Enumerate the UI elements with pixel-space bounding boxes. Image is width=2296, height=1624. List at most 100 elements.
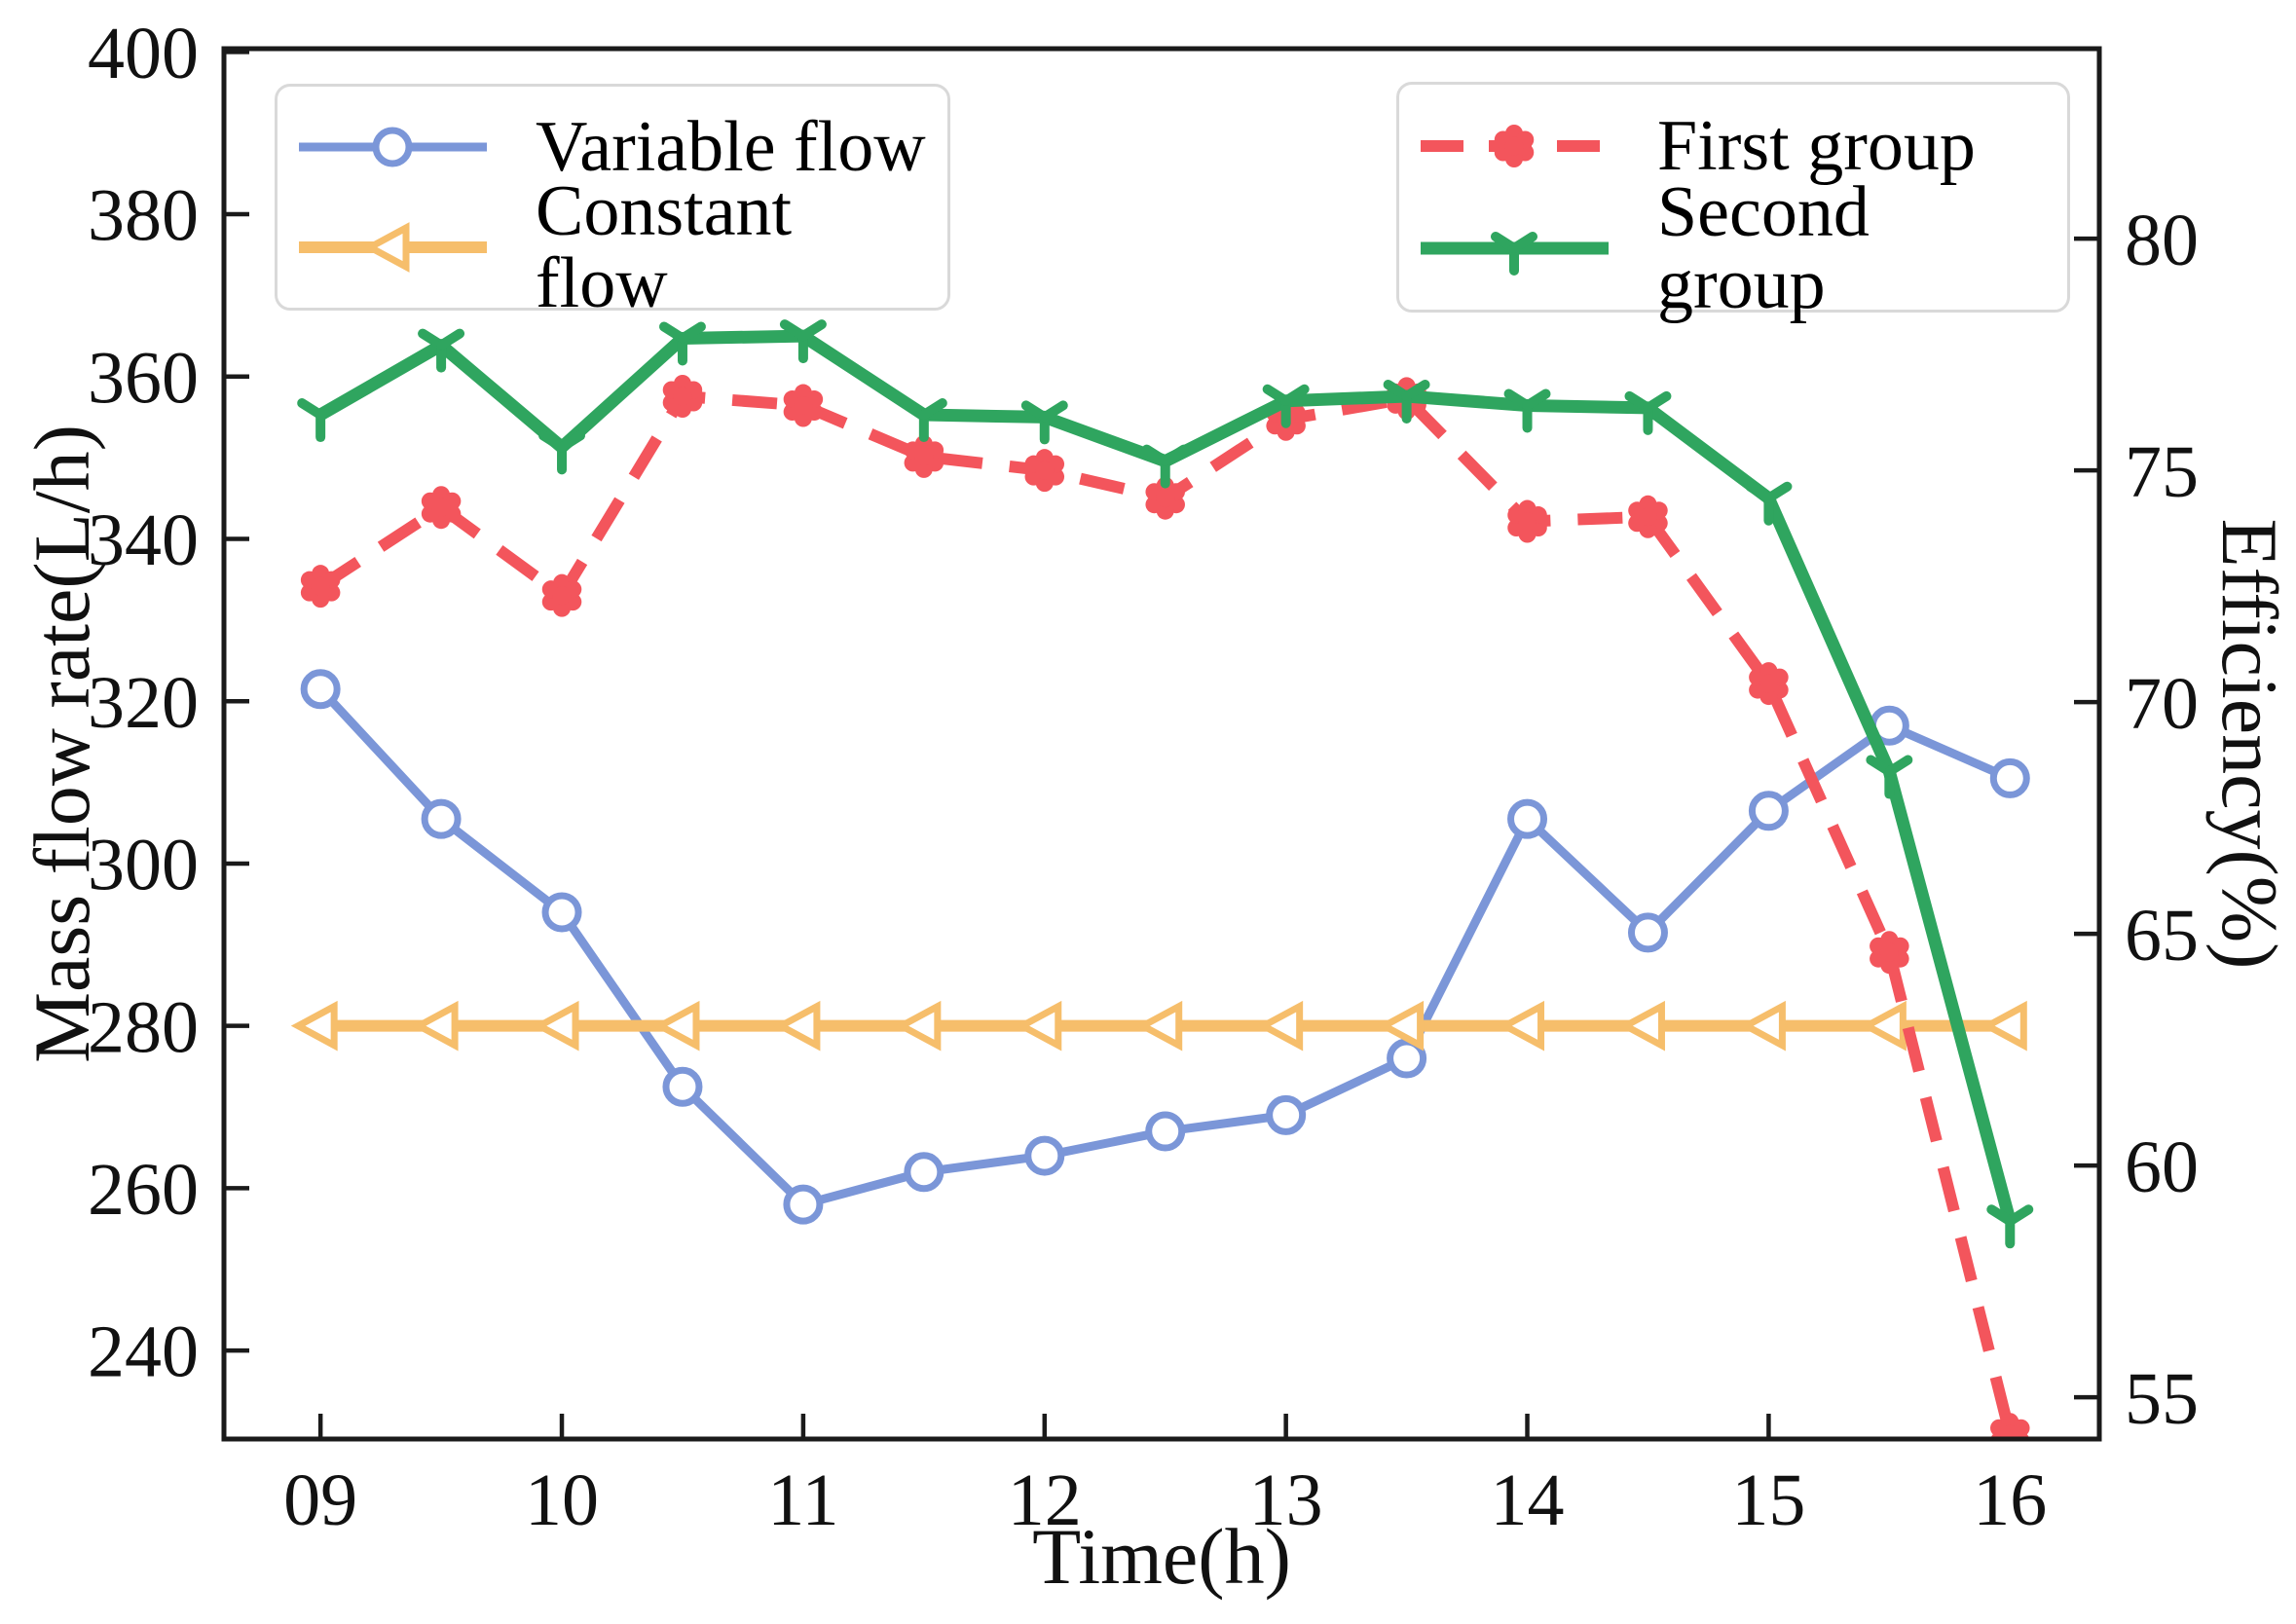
legend-group-series: First group Second group xyxy=(1396,82,2070,320)
x-tick-label: 13 xyxy=(1249,1459,1323,1541)
x-tick-label: 14 xyxy=(1491,1459,1565,1541)
left-tick-label: 260 xyxy=(88,1149,199,1231)
legend-label-second-group: Second group xyxy=(1657,172,1870,325)
x-axis-title: Time(h) xyxy=(1032,1512,1291,1601)
data-point-marker xyxy=(1135,1000,1183,1052)
x-tick-label: 11 xyxy=(767,1459,838,1541)
data-point-marker xyxy=(1266,1094,1307,1135)
legend-flow-series: Variable flow Constant flow xyxy=(275,84,950,319)
legend-sample-second-group-icon xyxy=(1421,232,1609,277)
data-point-marker xyxy=(1980,1000,2027,1052)
data-point-marker xyxy=(1503,388,1551,433)
data-point-marker xyxy=(418,328,465,373)
right-tick-label: 80 xyxy=(2125,200,2199,281)
data-point-marker xyxy=(538,430,586,475)
plot-border xyxy=(221,46,2102,1442)
data-point-marker xyxy=(783,384,824,427)
left-tick-label: 240 xyxy=(88,1311,199,1393)
data-point-marker xyxy=(1015,1000,1062,1052)
x-tick-label: 09 xyxy=(283,1459,357,1541)
data-point-marker xyxy=(900,398,947,443)
data-point-marker xyxy=(1624,390,1672,435)
data-point-marker xyxy=(421,486,462,530)
left-tick-label: 320 xyxy=(88,662,199,744)
data-point-marker xyxy=(1866,755,1913,799)
data-point-marker xyxy=(300,669,341,710)
data-point-marker xyxy=(662,1066,703,1107)
legend-label-variable-flow: Variable flow xyxy=(536,106,926,187)
legend-entry-second-group: Second group xyxy=(1415,176,2052,320)
data-point-marker xyxy=(1024,449,1065,493)
data-point-marker xyxy=(1745,481,1793,526)
data-point-marker xyxy=(662,375,703,418)
data-point-marker xyxy=(1628,495,1668,538)
data-point-marker xyxy=(290,1000,338,1052)
right-tick-label: 60 xyxy=(2125,1126,2199,1208)
data-point-marker xyxy=(372,127,413,167)
data-point-marker xyxy=(1145,1111,1186,1152)
data-point-marker xyxy=(1749,662,1789,706)
data-point-marker xyxy=(1739,1000,1786,1052)
data-point-marker xyxy=(773,1000,821,1052)
legend-label-first-group: First group xyxy=(1657,105,1976,186)
data-point-marker xyxy=(1986,1204,2034,1249)
x-tick-label: 16 xyxy=(1973,1459,2047,1541)
data-point-marker xyxy=(1256,1000,1304,1052)
data-point-marker xyxy=(1618,1000,1665,1052)
x-tick-label: 10 xyxy=(525,1459,599,1541)
data-point-marker xyxy=(1377,1000,1425,1052)
left-tick-label: 340 xyxy=(88,499,199,581)
data-point-marker xyxy=(783,1184,824,1225)
data-point-marker xyxy=(1507,499,1547,543)
data-point-marker xyxy=(658,321,706,366)
data-point-marker xyxy=(297,398,345,443)
data-point-marker xyxy=(541,892,582,933)
data-point-marker xyxy=(1494,124,1535,167)
left-tick-label: 280 xyxy=(88,986,199,1068)
right-tick-label: 70 xyxy=(2125,663,2199,745)
data-point-marker xyxy=(1383,380,1430,424)
data-point-marker xyxy=(1859,1000,1907,1052)
series-variable-flow xyxy=(300,669,2030,1225)
right-y-axis-title: Efficiency(%) xyxy=(2205,518,2294,970)
data-point-marker xyxy=(652,1000,700,1052)
data-point-marker xyxy=(894,1000,942,1052)
legend-entry-variable-flow: Variable flow xyxy=(293,102,932,192)
legend-sample-variable-flow-icon xyxy=(299,127,487,167)
data-point-marker xyxy=(421,798,462,839)
data-point-marker xyxy=(541,573,582,617)
data-point-marker xyxy=(904,1152,944,1193)
data-point-marker xyxy=(779,319,827,364)
left-tick-label: 300 xyxy=(88,825,199,906)
right-tick-label: 55 xyxy=(2125,1358,2199,1440)
data-point-marker xyxy=(1498,1000,1545,1052)
legend-sample-first-group-icon xyxy=(1421,124,1609,167)
left-tick-label: 400 xyxy=(88,13,199,94)
x-tick-label: 12 xyxy=(1008,1459,1082,1541)
data-point-marker xyxy=(1024,1135,1065,1176)
left-tick-label: 360 xyxy=(88,337,199,419)
data-point-marker xyxy=(1507,798,1548,839)
data-point-marker xyxy=(300,565,341,609)
data-point-marker xyxy=(1145,476,1185,520)
data-point-marker xyxy=(1748,791,1789,831)
legend-entry-first-group: First group xyxy=(1415,101,2052,191)
series-constant-flow xyxy=(290,1000,2027,1052)
data-point-marker xyxy=(1262,384,1310,428)
legend-label-constant-flow: Constant flow xyxy=(536,171,793,324)
data-point-marker xyxy=(1020,400,1068,445)
legend-sample-constant-flow-icon xyxy=(299,222,487,274)
data-point-marker xyxy=(904,434,944,478)
series-layer xyxy=(290,319,2034,1439)
data-point-marker xyxy=(362,222,410,274)
data-point-marker xyxy=(1627,912,1668,953)
data-point-marker xyxy=(1989,757,2030,798)
data-point-marker xyxy=(411,1000,459,1052)
data-point-marker xyxy=(1491,232,1537,277)
right-tick-label: 65 xyxy=(2125,895,2199,977)
x-tick-label: 15 xyxy=(1731,1459,1805,1541)
data-point-marker xyxy=(532,1000,579,1052)
left-tick-label: 380 xyxy=(88,175,199,257)
